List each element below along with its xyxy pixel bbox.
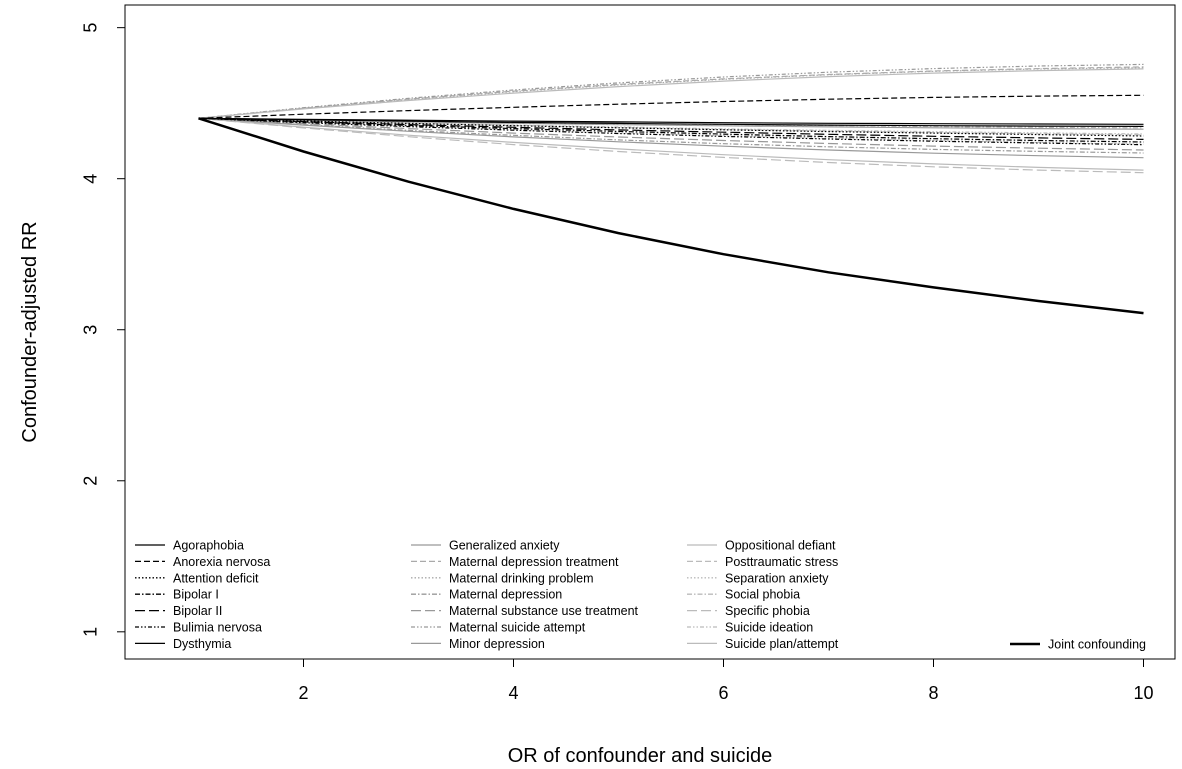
- legend-label-maternal-suicide-attempt: Maternal suicide attempt: [449, 621, 586, 635]
- series-line-anorexia-nervosa: [198, 94, 1144, 119]
- series-line-maternal-depression: [198, 117, 1144, 154]
- series-line-agoraphobia: [198, 117, 1144, 125]
- legend-label-agoraphobia: Agoraphobia: [173, 539, 244, 553]
- series-line-maternal-substance-use-treatment: [198, 117, 1144, 151]
- legend-label-maternal-depression-treatment: Maternal depression treatment: [449, 555, 619, 569]
- series-line-maternal-depression-treatment: [198, 66, 1144, 119]
- series-line-minor-depression: [198, 117, 1144, 159]
- legend-label-specific-phobia: Specific phobia: [725, 604, 810, 618]
- y-tick-label: 2: [81, 476, 101, 486]
- series-line-maternal-drinking-problem: [198, 67, 1144, 119]
- legend-label-bulimia-nervosa: Bulimia nervosa: [173, 621, 262, 635]
- y-tick-label: 4: [81, 174, 101, 184]
- y-axis-title: Confounder-adjusted RR: [19, 221, 41, 442]
- x-axis: 2 4 6 8 10: [298, 659, 1154, 703]
- series-line-suicide-plan-attempt: [198, 68, 1144, 119]
- legend-label-bipolar-ii: Bipolar II: [173, 604, 222, 618]
- legend-label-separation-anxiety: Separation anxiety: [725, 571, 829, 585]
- legend-label-oppositional-defiant: Oppositional defiant: [725, 539, 836, 553]
- series-line-bulimia-nervosa: [198, 117, 1144, 146]
- x-tick-label: 4: [508, 683, 518, 703]
- series-line-maternal-suicide-attempt: [198, 63, 1144, 119]
- legend-label-attention-deficit: Attention deficit: [173, 571, 259, 585]
- series-line-joint-confounding: [198, 117, 1144, 315]
- x-tick-label: 10: [1133, 683, 1153, 703]
- series-layer: [198, 63, 1144, 315]
- x-tick-label: 6: [718, 683, 728, 703]
- legend-label-social-phobia: Social phobia: [725, 588, 800, 602]
- legend-label-suicide-ideation: Suicide ideation: [725, 621, 813, 635]
- legend-label-minor-depression: Minor depression: [449, 637, 545, 651]
- x-axis-title: OR of confounder and suicide: [508, 745, 773, 767]
- series-line-bipolar-ii: [198, 117, 1144, 140]
- legend-label-maternal-substance-use-treatment: Maternal substance use treatment: [449, 604, 639, 618]
- legend-label-dysthymia: Dysthymia: [173, 637, 231, 651]
- legend-label-maternal-depression: Maternal depression: [449, 588, 562, 602]
- y-tick-label: 3: [81, 325, 101, 335]
- x-tick-label: 8: [928, 683, 938, 703]
- series-line-oppositional-defiant: [198, 117, 1144, 171]
- legend: Agoraphobia Anorexia nervosa Attention def…: [135, 539, 1146, 652]
- y-axis: 1 2 3 4 5: [81, 23, 125, 637]
- legend-label-posttraumatic-stress: Posttraumatic stress: [725, 555, 838, 569]
- series-line-attention-deficit: [198, 117, 1144, 137]
- y-tick-label: 1: [81, 627, 101, 637]
- legend-label-joint-confounding: Joint confounding: [1048, 638, 1146, 652]
- plot-frame: [124, 4, 1176, 660]
- y-tick-label: 5: [81, 23, 101, 33]
- series-line-dysthymia: [198, 117, 1144, 127]
- legend-label-suicide-plan-attempt: Suicide plan/attempt: [725, 637, 839, 651]
- legend-label-generalized-anxiety: Generalized anxiety: [449, 539, 560, 553]
- legend-label-maternal-drinking-problem: Maternal drinking problem: [449, 571, 594, 585]
- legend-label-anorexia-nervosa: Anorexia nervosa: [173, 555, 270, 569]
- x-tick-label: 2: [298, 683, 308, 703]
- series-line-specific-phobia: [198, 117, 1144, 174]
- legend-label-bipolar-i: Bipolar I: [173, 588, 219, 602]
